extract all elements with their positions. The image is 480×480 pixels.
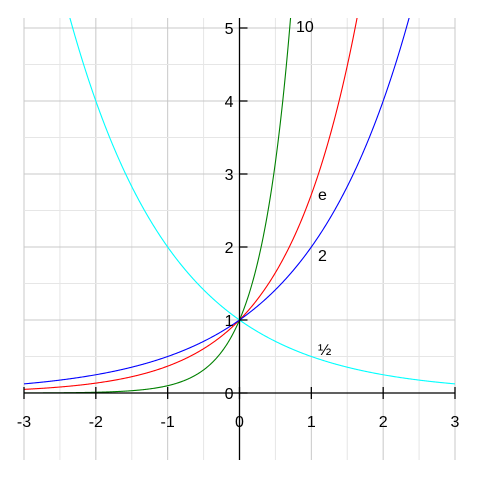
x-tick-label: 0 [235, 414, 244, 431]
series-line-ex [23, 18, 358, 390]
series-label: ½ [318, 342, 331, 359]
series-line-12x [69, 18, 456, 385]
series-line-10x [24, 18, 292, 394]
y-tick-label: 5 [225, 21, 234, 38]
x-tick-label: -3 [17, 414, 31, 431]
x-tick-label: 2 [379, 414, 388, 431]
series-label: 2 [318, 248, 327, 265]
y-tick-label: 4 [225, 94, 234, 111]
series-label: 10 [296, 19, 314, 36]
y-tick-label: 1 [225, 313, 234, 330]
y-tick-label: 0 [225, 386, 234, 403]
x-tick-label: -2 [89, 414, 103, 431]
series-label: e [318, 187, 327, 204]
x-tick-label: 1 [307, 414, 316, 431]
curve-labels: 10 e 2 ½ [296, 19, 331, 359]
series-line-2x [23, 18, 410, 385]
x-tick-label: -1 [161, 414, 175, 431]
y-tick-label: 3 [225, 167, 234, 184]
x-tick-label: 3 [451, 414, 460, 431]
y-tick-label: 2 [225, 240, 234, 257]
ticks: -3 -2 -1 0 1 2 3 0 1 2 3 4 5 [17, 21, 460, 431]
